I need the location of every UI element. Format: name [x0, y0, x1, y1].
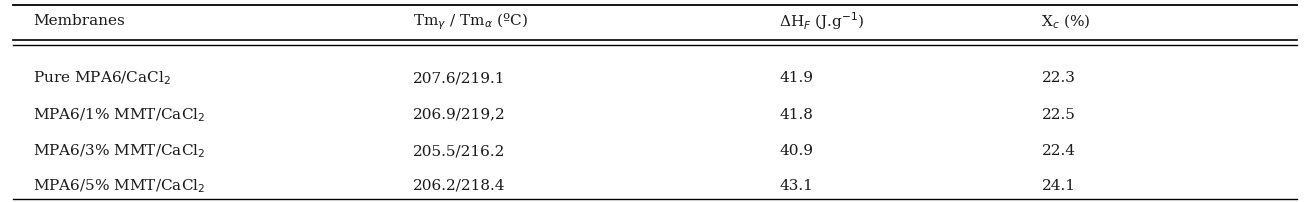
Text: 43.1: 43.1	[779, 178, 814, 192]
Text: 22.3: 22.3	[1041, 71, 1076, 85]
Text: 205.5/216.2: 205.5/216.2	[413, 144, 506, 157]
Text: Tm$_{\gamma}$ / Tm$_{\alpha}$ (ºC): Tm$_{\gamma}$ / Tm$_{\alpha}$ (ºC)	[413, 11, 528, 32]
Text: 206.9/219,2: 206.9/219,2	[413, 107, 506, 121]
Text: MPA6/3% MMT/CaCl$_{2}$: MPA6/3% MMT/CaCl$_{2}$	[33, 142, 206, 159]
Text: 41.9: 41.9	[779, 71, 814, 85]
Text: 22.4: 22.4	[1041, 144, 1076, 157]
Text: Membranes: Membranes	[33, 14, 124, 28]
Text: 41.8: 41.8	[779, 107, 814, 121]
Text: MPA6/1% MMT/CaCl$_{2}$: MPA6/1% MMT/CaCl$_{2}$	[33, 105, 206, 123]
Text: 22.5: 22.5	[1041, 107, 1076, 121]
Text: 24.1: 24.1	[1041, 178, 1076, 192]
Text: 207.6/219.1: 207.6/219.1	[413, 71, 506, 85]
Text: 206.2/218.4: 206.2/218.4	[413, 178, 506, 192]
Text: 40.9: 40.9	[779, 144, 814, 157]
Text: MPA6/5% MMT/CaCl$_{2}$: MPA6/5% MMT/CaCl$_{2}$	[33, 176, 206, 194]
Text: X$_{c}$ (%): X$_{c}$ (%)	[1041, 12, 1091, 30]
Text: Pure MPA6/CaCl$_{2}$: Pure MPA6/CaCl$_{2}$	[33, 69, 170, 87]
Text: ΔH$_{F}$ (J.g$^{-1}$): ΔH$_{F}$ (J.g$^{-1}$)	[779, 11, 865, 32]
